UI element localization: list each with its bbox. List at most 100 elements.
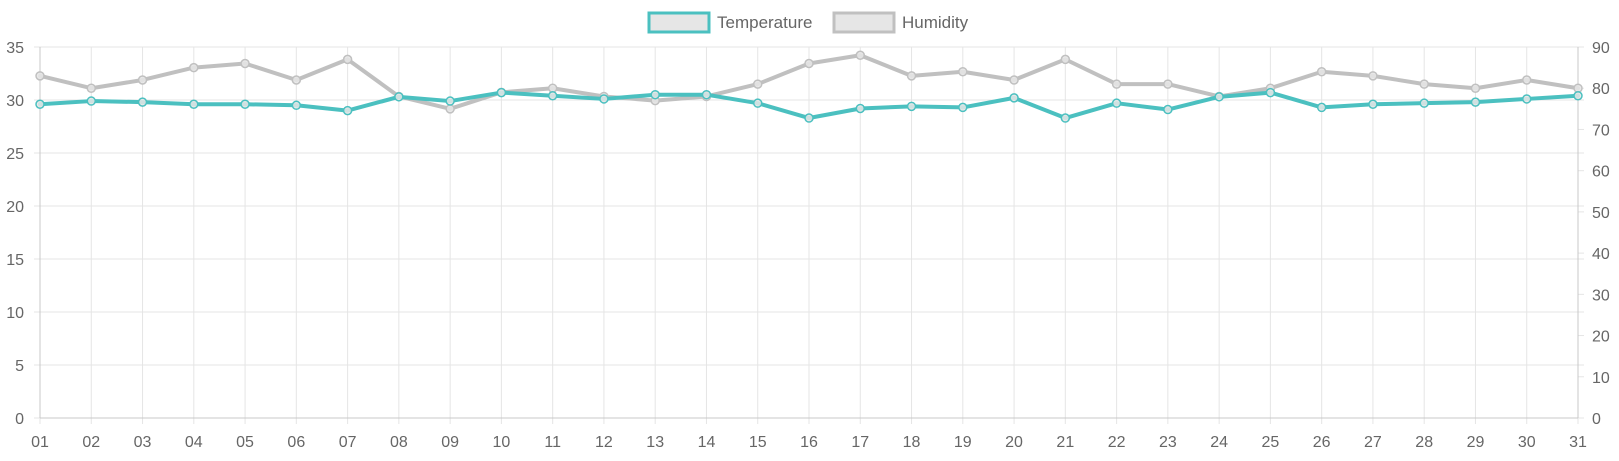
humidity-data-point[interactable]	[1060, 54, 1071, 65]
series-lines	[35, 50, 1583, 123]
temperature-data-point[interactable]	[855, 103, 866, 114]
x-tick-label: 31	[1569, 434, 1587, 451]
x-tick-label: 15	[749, 434, 767, 451]
humidity-data-point[interactable]	[958, 66, 968, 77]
temperature-data-point[interactable]	[137, 97, 148, 107]
y-left-tick-label: 5	[15, 358, 24, 375]
y-right-tick-label: 20	[1592, 329, 1610, 346]
y-right-tick-label: 70	[1592, 122, 1610, 139]
temperature-data-point[interactable]	[1111, 98, 1122, 108]
legend-label-humidity[interactable]: Humidity	[902, 13, 969, 32]
x-tick-label: 05	[236, 434, 254, 451]
humidity-data-point[interactable]	[342, 54, 353, 65]
temperature-data-point[interactable]	[1368, 99, 1378, 109]
humidity-data-point[interactable]	[752, 79, 763, 89]
temperature-data-point[interactable]	[599, 94, 609, 104]
y-right-tick-label: 0	[1592, 411, 1601, 428]
humidity-data-point[interactable]	[86, 83, 97, 93]
temperature-data-point[interactable]	[1316, 102, 1327, 113]
temperature-data-point[interactable]	[752, 98, 763, 108]
x-tick-label: 10	[493, 434, 511, 451]
temperature-data-point[interactable]	[1419, 98, 1429, 108]
temperature-data-point[interactable]	[240, 99, 250, 109]
x-tick-label: 03	[134, 434, 152, 451]
temperature-data-point[interactable]	[394, 92, 404, 102]
legend-swatch-humidity[interactable]	[832, 11, 896, 34]
y-right-tick-label: 80	[1592, 81, 1610, 98]
humidity-data-point[interactable]	[1470, 83, 1481, 93]
x-tick-label: 14	[698, 434, 716, 451]
temperature-data-point[interactable]	[547, 91, 558, 101]
y-left-tick-label: 30	[6, 93, 24, 110]
temperature-data-point[interactable]	[958, 102, 968, 113]
temperature-data-point[interactable]	[86, 96, 97, 106]
humidity-data-point[interactable]	[1419, 79, 1429, 89]
x-tick-label: 06	[287, 434, 305, 451]
axes: 01 02 03 04 05 06 07 08 09 10 11 12 13 14 15 16 17 18 19 20…	[6, 40, 1610, 451]
y-right-tick-label: 10	[1592, 370, 1610, 387]
x-tick-label: 17	[851, 434, 869, 451]
temperature-data-point[interactable]	[445, 96, 455, 106]
x-tick-label: 12	[595, 434, 613, 451]
x-tick-label: 21	[1056, 434, 1074, 451]
temperature-data-point[interactable]	[804, 113, 814, 123]
temperature-data-point[interactable]	[189, 99, 199, 109]
legend-swatch-temperature[interactable]	[647, 11, 711, 34]
y-left-tick-label: 25	[6, 146, 24, 163]
temperature-data-point[interactable]	[1214, 92, 1224, 102]
y-left-tick-label: 0	[15, 411, 24, 428]
x-tick-label: 30	[1518, 434, 1536, 451]
humidity-data-point[interactable]	[1111, 79, 1122, 89]
legend-label-temperature[interactable]: Temperature	[717, 13, 812, 32]
x-tick-label: 27	[1364, 434, 1382, 451]
x-tick-label: 26	[1313, 434, 1331, 451]
y-left-tick-label: 10	[6, 305, 24, 322]
temperature-data-point[interactable]	[291, 100, 302, 111]
temperature-data-point[interactable]	[650, 89, 660, 100]
temperature-data-point[interactable]	[1573, 91, 1583, 101]
temperature-data-point[interactable]	[1521, 94, 1532, 104]
y-right-tick-label: 40	[1592, 246, 1610, 263]
temperature-data-point[interactable]	[1060, 113, 1071, 123]
x-tick-label: 20	[1005, 434, 1023, 451]
y-left-tick-label: 20	[6, 199, 24, 216]
x-tick-label: 19	[954, 434, 972, 451]
humidity-data-point[interactable]	[1521, 75, 1532, 85]
x-tick-label: 22	[1108, 434, 1126, 451]
humidity-data-point[interactable]	[1163, 79, 1173, 89]
humidity-data-point[interactable]	[855, 50, 866, 60]
y-right-tick-label: 30	[1592, 287, 1610, 304]
y-left-tick-label: 35	[6, 40, 24, 57]
x-tick-label: 04	[185, 434, 203, 451]
humidity-data-point[interactable]	[189, 62, 199, 73]
temperature-data-point[interactable]	[701, 89, 712, 100]
humidity-data-point[interactable]	[137, 75, 148, 85]
humidity-data-point[interactable]	[906, 71, 917, 81]
x-tick-label: 11	[544, 434, 561, 451]
humidity-data-point[interactable]	[291, 75, 302, 85]
temperature-data-point[interactable]	[35, 99, 45, 109]
y-right-tick-label: 60	[1592, 164, 1610, 181]
humidity-data-point[interactable]	[445, 104, 455, 114]
temperature-data-point[interactable]	[1009, 93, 1019, 103]
y-right-tick-label: 90	[1592, 40, 1610, 57]
x-tick-label: 09	[441, 434, 459, 451]
humidity-data-point[interactable]	[35, 71, 45, 81]
temperature-data-point[interactable]	[1470, 97, 1481, 107]
humidity-data-point[interactable]	[1316, 66, 1327, 77]
legend[interactable]: Temperature Humidity	[647, 11, 969, 34]
x-tick-label: 24	[1210, 434, 1228, 451]
humidity-data-point[interactable]	[1009, 75, 1019, 85]
temperature-data-point[interactable]	[496, 87, 507, 98]
temperature-data-point[interactable]	[342, 105, 353, 116]
humidity-data-point[interactable]	[240, 58, 250, 69]
temperature-data-point[interactable]	[1163, 104, 1173, 115]
humidity-data-point[interactable]	[804, 58, 814, 69]
x-tick-label: 08	[390, 434, 408, 451]
x-tick-label: 02	[82, 434, 100, 451]
temperature-data-point[interactable]	[906, 101, 917, 112]
temperature-data-point[interactable]	[1265, 87, 1276, 98]
x-tick-label: 07	[339, 434, 357, 451]
humidity-data-point[interactable]	[1368, 71, 1378, 81]
